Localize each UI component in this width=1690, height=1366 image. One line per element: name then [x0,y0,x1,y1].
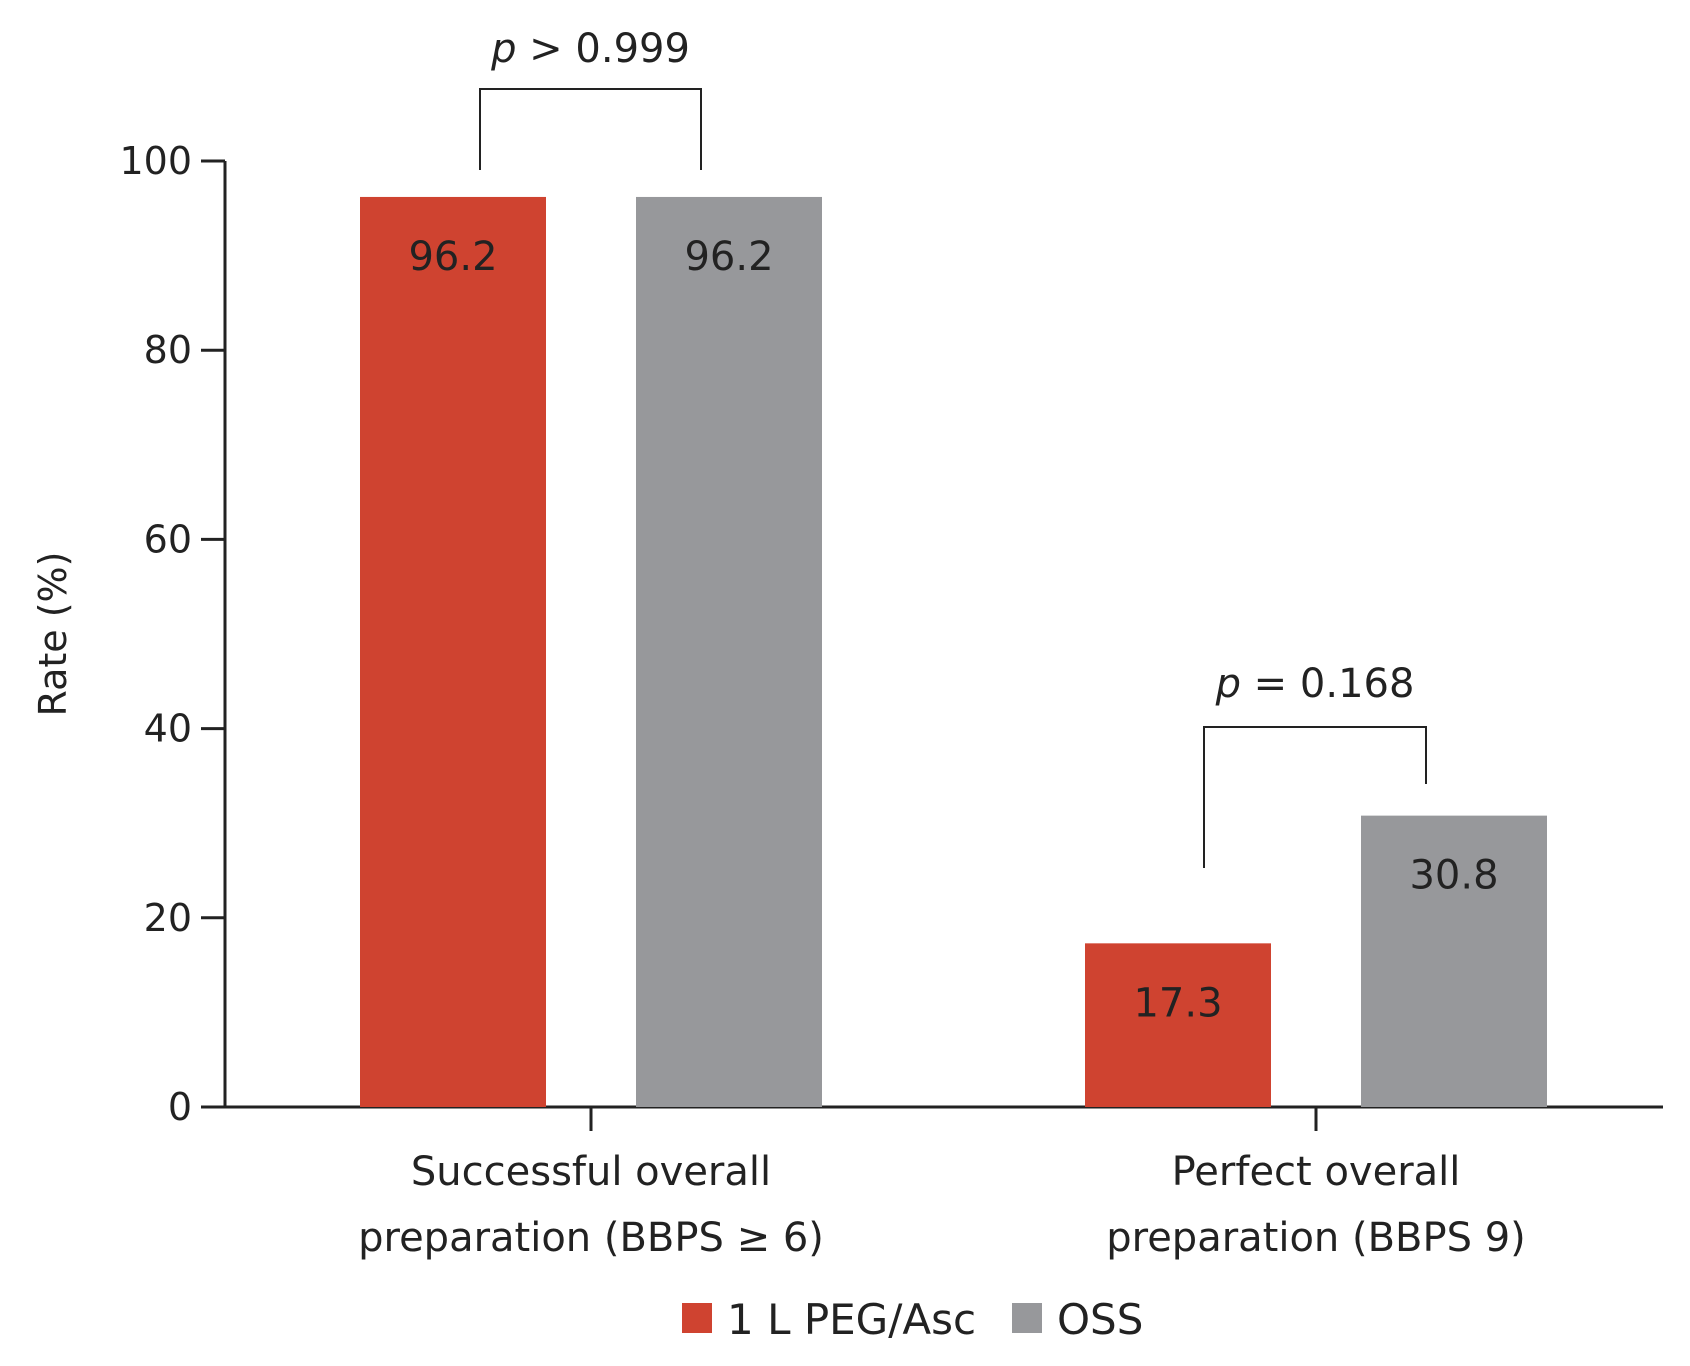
x-category-label: preparation (BBPS 9) [1106,1215,1526,1261]
bar [360,196,546,1107]
x-category-label: Perfect overall [1172,1149,1461,1195]
axes: 0 20 40 60 80 100 Rate (%) Successful overall pr… [31,139,1663,1261]
legend-swatch [682,1303,712,1333]
bars: 96.2 17.3 96.2 30.8 [360,196,1547,1107]
bar-value-label: 30.8 [1409,853,1498,899]
legend-label: OSS [1057,1295,1143,1344]
annotations: p > 0.999 p = 0.168 [479,26,1427,868]
bar-value-label: 96.2 [408,234,497,280]
bar-value-label: 17.3 [1133,980,1222,1026]
y-axis-label: Rate (%) [31,552,75,717]
bar-value-label: 96.2 [684,234,773,280]
y-tick-label: 100 [119,139,192,183]
y-tick-label: 0 [168,1085,192,1129]
significance-bracket [1203,726,1427,868]
y-tick-label: 20 [144,896,192,940]
p-value-label: p = 0.168 [1215,661,1415,707]
y-tick-label: 40 [144,707,192,751]
legend-swatch [1012,1303,1042,1333]
x-category-label: Successful overall [411,1149,771,1195]
legend: 1 L PEG/Asc OSS [682,1295,1143,1344]
y-tick-label: 60 [144,517,192,561]
y-tick-label: 80 [144,328,192,372]
bar [1361,815,1547,1107]
legend-label: 1 L PEG/Asc [727,1295,976,1344]
bar [1085,943,1271,1107]
bar [636,196,822,1107]
x-category-label: preparation (BBPS ≥ 6) [358,1215,824,1261]
p-value-label: p > 0.999 [490,26,690,72]
significance-bracket [479,88,702,170]
